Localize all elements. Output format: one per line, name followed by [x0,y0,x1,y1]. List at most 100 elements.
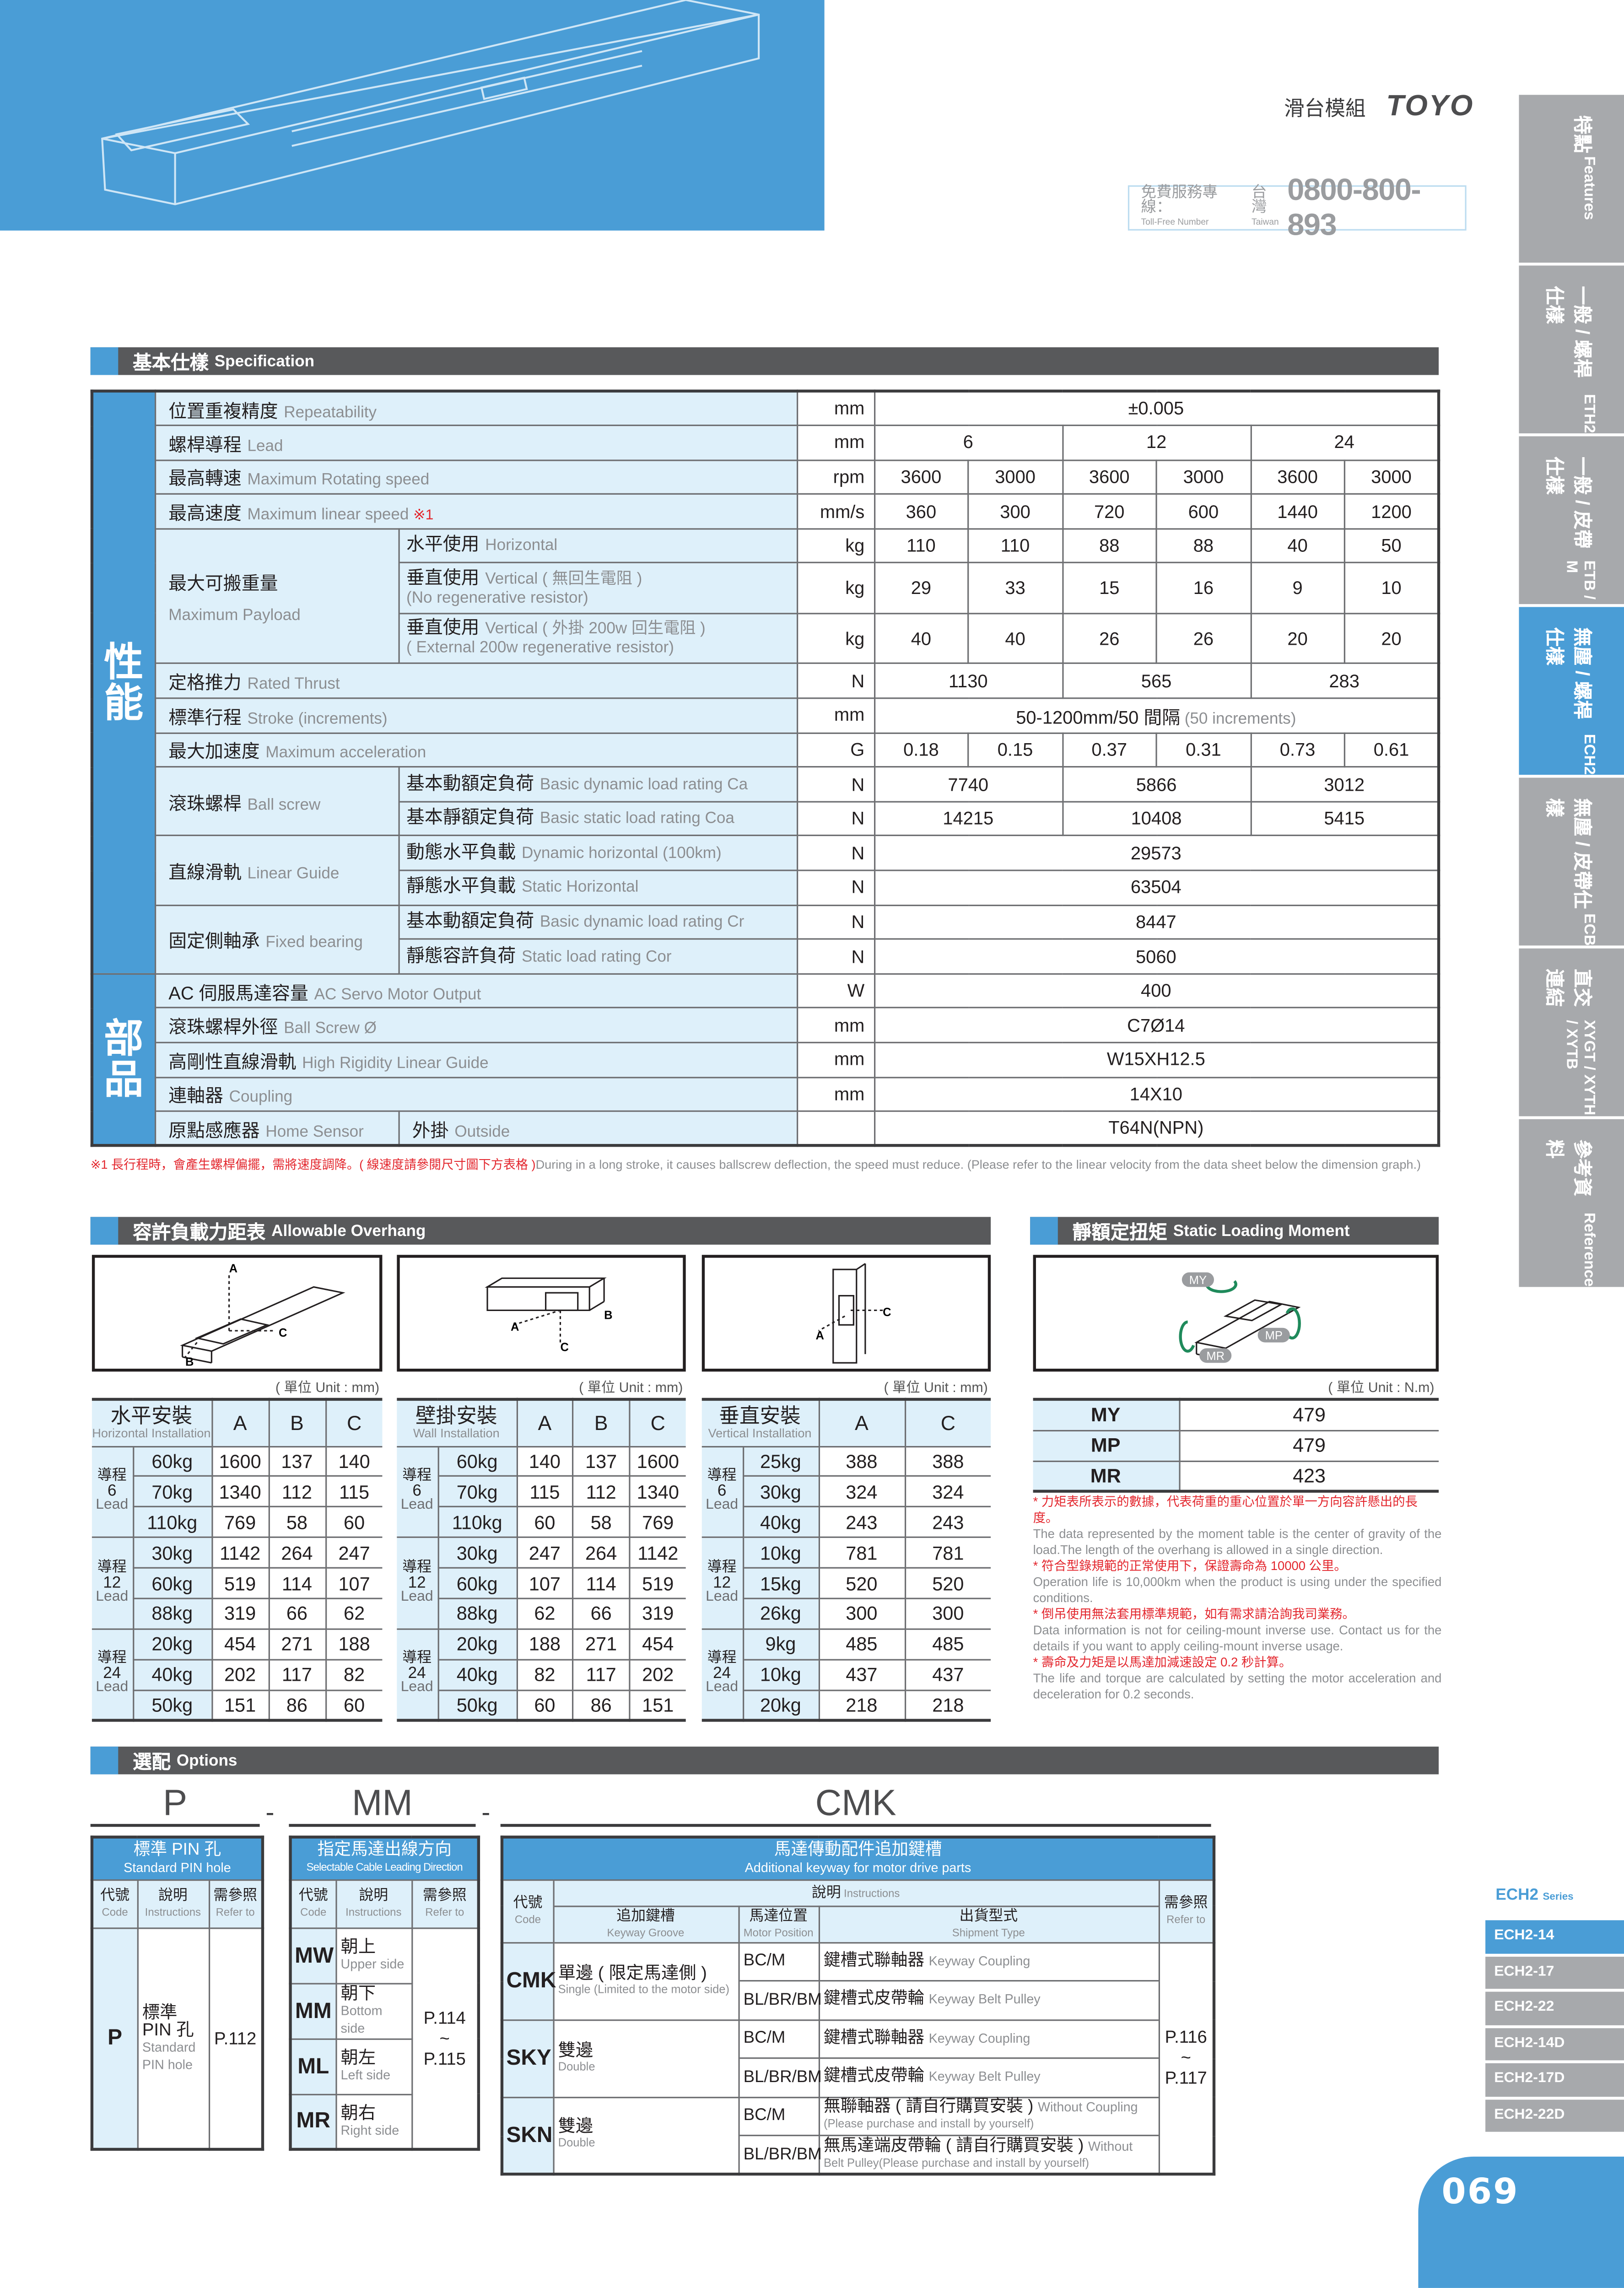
series-item-ech2-14d[interactable]: ECH2-14D [1485,2027,1624,2061]
load-cell: 9kg [742,1628,820,1660]
label-en: Keyway Groove [607,1925,685,1939]
spec-row: 部品 AC 伺服馬達容量 AC Servo Motor Output W 400 [91,973,1440,1147]
title-en: Standard PIN hole [124,1860,231,1875]
side-tab-ech2[interactable]: 無塵 / 螺桿仕樣 ECH2 [1519,607,1624,775]
refer-header: 需參照 Refer to [410,1878,480,1928]
spec-value: 88 [1155,528,1252,564]
moment-key: MP [1033,1429,1180,1462]
tollfree-region: 台灣 Taiwan [1252,185,1281,231]
label-zh: 鍵槽式皮帶輪 [824,1991,925,2008]
diagram-label: A [511,1321,519,1333]
divider [500,1824,1211,1826]
header-row: 垂直安裝 Vertical Installation A C [701,1398,991,1447]
spec-value: 63504 [873,869,1440,906]
overhang-value: 188 [324,1628,383,1660]
side-tab-eth2[interactable]: 一般 / 螺桿仕樣 ETH2 [1519,265,1624,434]
spec-value: 14X10 [873,1076,1440,1112]
label-en: Keyway Coupling [928,2030,1031,2045]
series-item-ech2-14[interactable]: ECH2-14 [1485,1920,1624,1953]
spec-value: 1440 [1250,493,1346,530]
overhang-value: 454 [210,1628,270,1660]
value-text: 33 [1005,578,1025,599]
load-cell: 15kg [743,1567,820,1599]
label-zh: 鍵槽式聯軸器 [824,2029,925,2047]
overhang-value: 1600 [628,1445,686,1478]
label-zh: 雙邊 [558,2116,593,2137]
value-text: 15 [1099,578,1120,599]
overhang-value: 60 [516,1689,574,1721]
overhang-value: 137 [268,1445,326,1478]
load-cell: 30kg [743,1476,820,1508]
diagram-label: B [185,1356,194,1369]
lead-group: 導程 24 Lead [701,1628,744,1721]
overhang-head: 壁掛安裝 Wall Installation A B C [397,1398,686,1447]
tab-text: 參考資料 Reference [1542,1139,1598,1287]
spec-unit [796,1111,875,1147]
side-tab-ecb[interactable]: 無塵 / 皮帶仕樣 ECB [1519,777,1624,946]
spec-row: 性能 位置重複精度 Repeatability mm ±0.005 [91,390,1440,975]
spec-row: 原點感應器 Home Sensor 外掛 Outside T64N(NPN) [92,1111,1440,1147]
table-row: 導程 6 Lead 60kg 140 137 1600 [397,1445,686,1538]
overhang-value: 264 [572,1537,630,1569]
lead-zh: 導程 [707,1651,737,1667]
section-accent [90,347,119,375]
spec-group-label: 固定側軸承 Fixed bearing [154,904,399,975]
value-text: 5060 [1135,946,1176,967]
side-tab-xygt-xyth-xytb[interactable]: 直交連結 XYGT / XYTH / XYTB [1519,948,1624,1117]
label-en: Code [300,1905,327,1918]
spec-value: 0.73 [1250,732,1346,768]
spec-table: 性能 位置重複精度 Repeatability mm ±0.005 螺桿導程 Lead mm 6… [90,389,1441,1148]
series-item-ech2-22[interactable]: ECH2-22 [1485,1991,1624,2025]
lead-en: Lead [706,1680,739,1696]
label-zh: 定格推力 [168,673,242,694]
value-text: 360 [906,501,937,522]
tab-label-zh: 一般 / 皮帶仕樣 [1543,457,1594,549]
keyway-option-row: CMK 單邊 ( 限定馬達側 ) Single (Limited to the mo… [501,1941,1215,2175]
lead-zh: 導程 [402,1651,432,1667]
lead-en: Lead [96,1589,129,1605]
overhang-value: 300 [904,1597,991,1630]
option-instructions: 朝下 Bottom side [335,1982,412,2040]
side-tab-features[interactable]: 特點 Features [1519,95,1624,263]
series-item-ech2-17d[interactable]: ECH2-17D [1485,2063,1624,2096]
overhang-value: 86 [572,1689,630,1721]
value-text: 0.15 [997,739,1033,761]
spec-value: 29 [873,562,969,615]
value-text: 600 [1188,501,1219,522]
spec-group-label: 最大可搬重量 Maximum Payload [154,528,399,665]
label-zh: 螺桿導程 [168,434,242,455]
label-en: AC Servo Motor Output [314,986,481,1004]
category-label: 性能 [104,640,144,725]
header-row: 馬達傳動配件追加鍵槽 Additional keyway for motor dr… [501,1836,1215,1880]
tab-label-en: ECH2 [1580,734,1598,775]
label-en: Without Coupling [1037,2100,1138,2115]
moment-key: MR [1033,1460,1180,1492]
column-header: C [324,1398,383,1447]
moment-notes: * 力矩表所表示的數據，代表荷重的重心位置於單一方向容許懸出的長度。 The da… [1033,1494,1442,1703]
option-refer: P.114 ~ P.115 [410,1926,480,2150]
options-title-en: Options [176,1752,237,1770]
series-item-ech2-22d[interactable]: ECH2-22D [1485,2099,1624,2132]
moment-value: 479 [1179,1398,1439,1431]
lead-zh: 導程 [402,1560,432,1576]
category-label: 部品 [104,1017,144,1102]
spec-unit: kg [796,562,875,615]
option-code: SKY [501,2018,554,2098]
overhang-value: 271 [268,1628,326,1660]
side-tab-etb-m[interactable]: 一般 / 皮帶仕樣 ETB / M [1519,436,1624,604]
value-text: 26 [1193,628,1214,649]
position-header: 馬達位置 Motor Position [737,1905,820,1943]
series-item-ech2-17[interactable]: ECH2-17 [1485,1956,1624,1989]
side-tab-reference[interactable]: 參考資料 Reference [1519,1119,1624,1287]
series-label: Series [1543,1892,1574,1903]
spec-label: 連軸器 Coupling [154,1076,798,1112]
lead-group: 導程 24 Lead [92,1628,134,1721]
overhang-value: 112 [572,1476,630,1508]
lead-zh: 導程 [97,1468,127,1484]
label-zh: 原點感應器 [168,1120,260,1141]
load-cell: 20kg [437,1628,518,1660]
page-number-tab: 069 [1418,2156,1624,2288]
spec-row: 滾珠螺桿外徑 Ball Screw Ø mm C7Ø14 [92,1007,1440,1043]
overhang-value: 388 [818,1445,906,1478]
moment-row: MP 479 [1033,1429,1439,1462]
